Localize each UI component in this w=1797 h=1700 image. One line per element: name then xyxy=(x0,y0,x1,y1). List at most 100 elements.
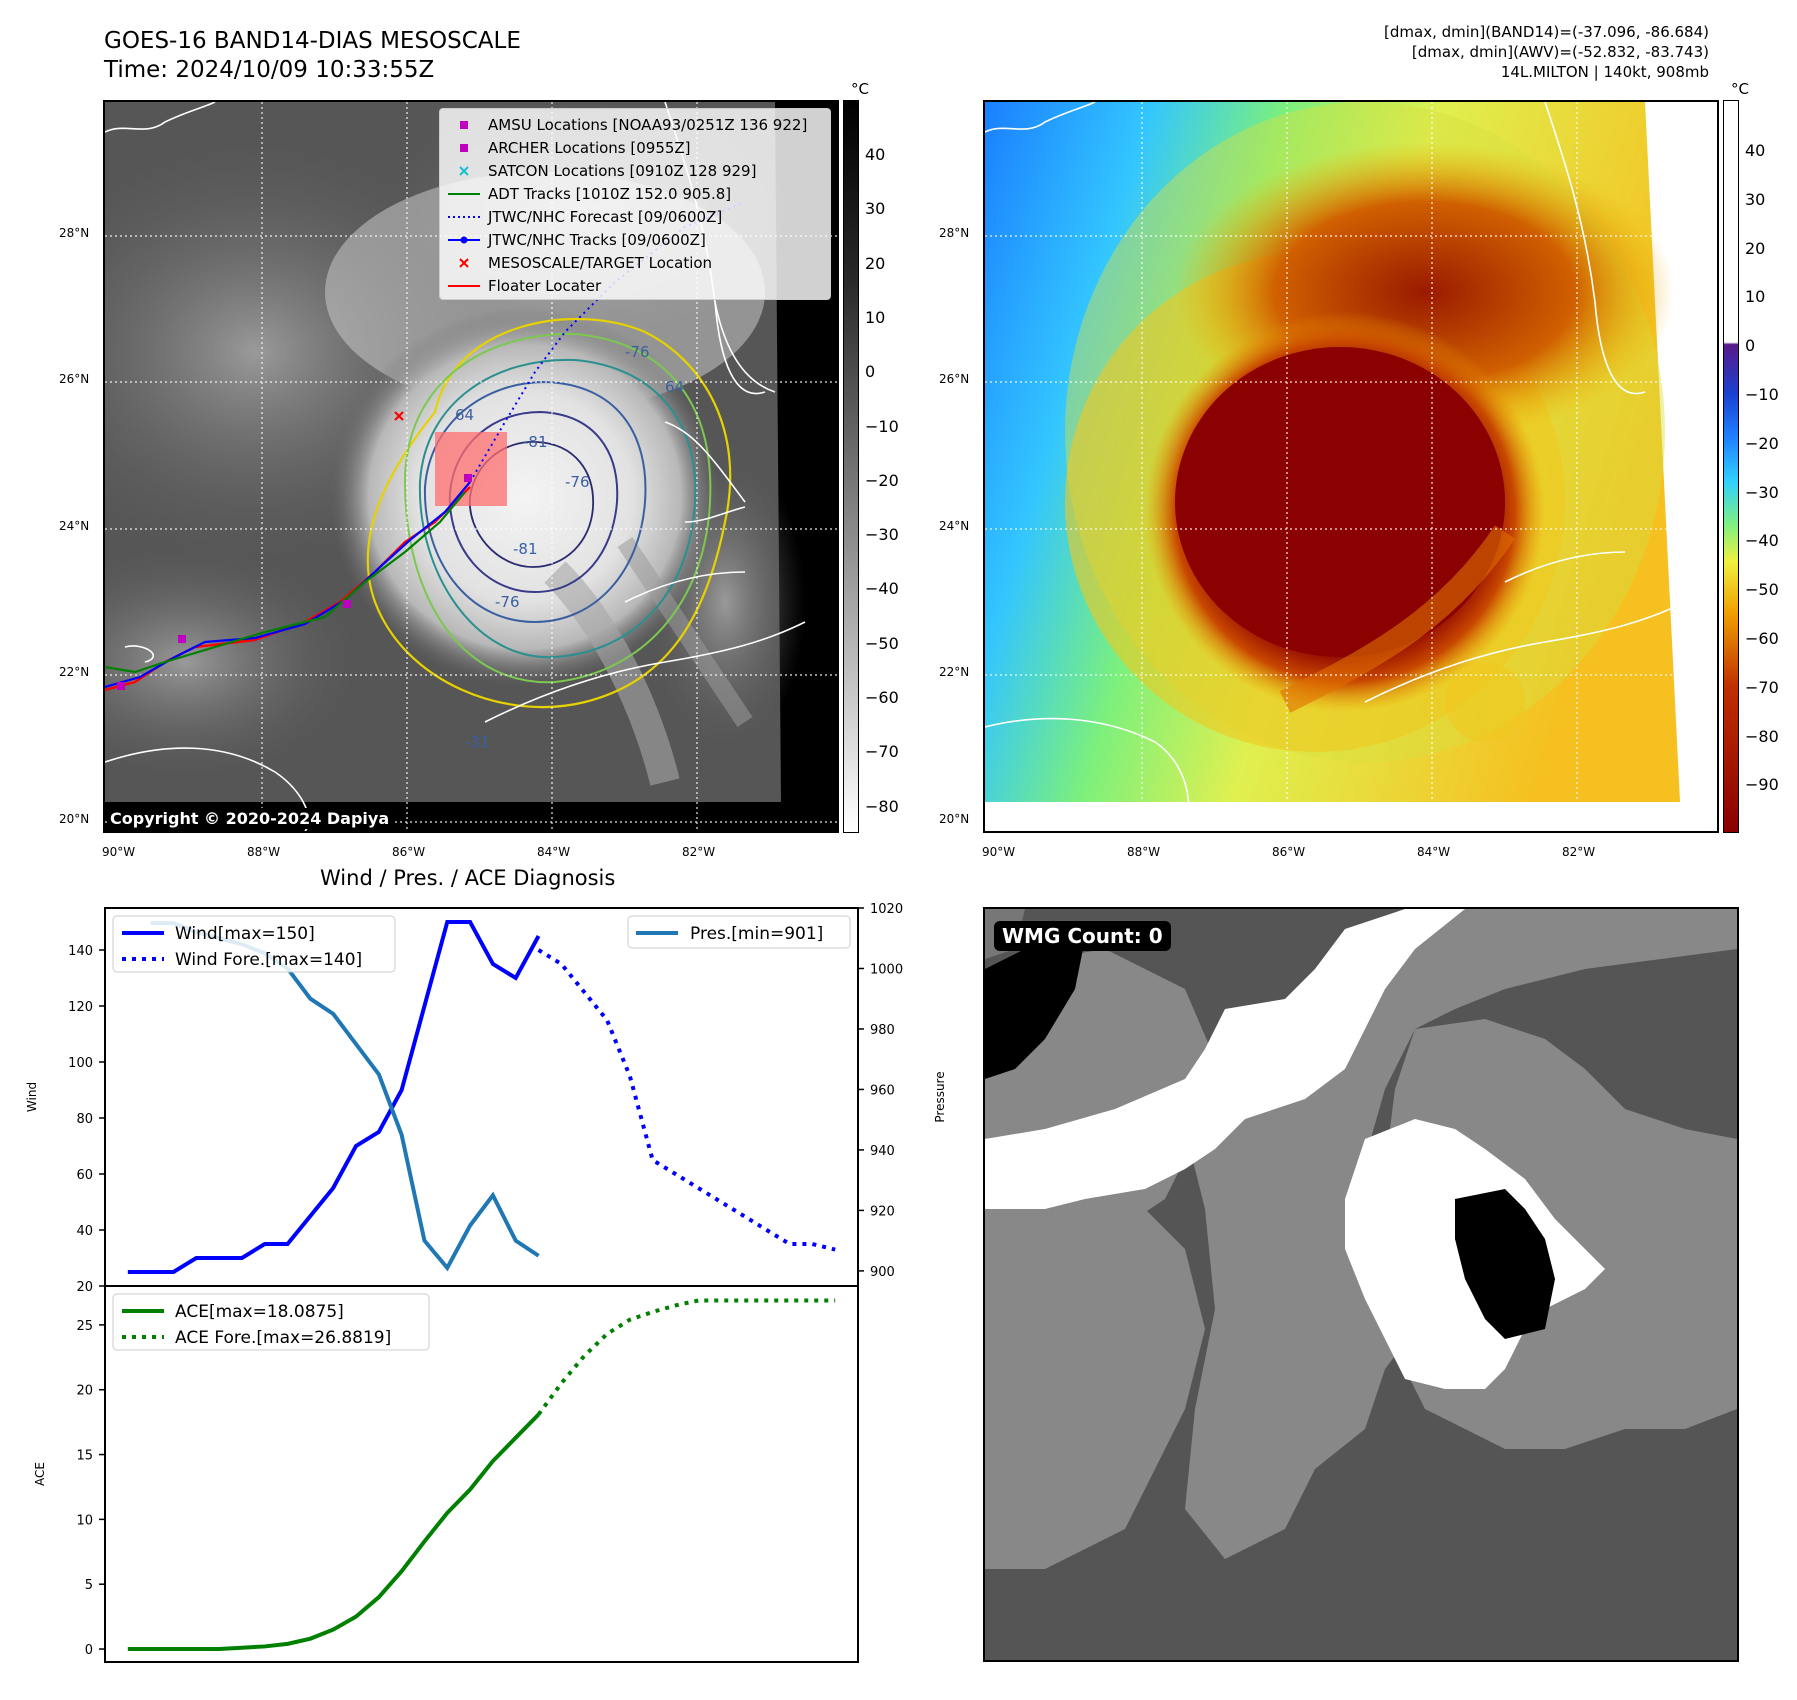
ace-legend-label: ACE[max=18.0875] xyxy=(175,1302,344,1322)
lat-tick-label: 26°N xyxy=(59,372,90,386)
colorbar-tick-label: −40 xyxy=(1745,531,1779,551)
lon-tick-label: 90°W xyxy=(982,845,1016,859)
lat-tick-label: 24°N xyxy=(59,519,90,533)
lon-tick-label: 82°W xyxy=(1562,845,1596,859)
pressure-y-tick-label: 940 xyxy=(870,1144,895,1159)
legend-entry: JTWC/NHC Forecast [09/0600Z] xyxy=(446,205,807,228)
lon-tick-label: 82°W xyxy=(682,845,716,859)
pressure-y-tick-label: 960 xyxy=(870,1083,895,1098)
diagnosis-chart: 2040608010012014090092094096098010001020… xyxy=(25,902,947,1663)
legend-entry: MESOSCALE/TARGET Location xyxy=(446,251,807,274)
lat-tick-label: 22°N xyxy=(939,665,970,679)
lat-tick-label: 20°N xyxy=(939,812,970,826)
colorbar-tick-label: −90 xyxy=(1745,775,1779,795)
colorbar-tick-label: −70 xyxy=(865,742,899,762)
legend-label: AMSU Locations [NOAA93/0251Z 136 922] xyxy=(488,115,808,134)
ir-colorbar xyxy=(843,100,859,833)
contour-label: -81 xyxy=(523,433,548,451)
legend-marker-icon xyxy=(448,192,480,195)
contour-label: -31 xyxy=(465,733,490,751)
legend-label: ARCHER Locations [0955Z] xyxy=(488,138,691,157)
pressure-y-tick-label: 920 xyxy=(870,1204,895,1219)
wind-y-axis-label: Wind xyxy=(25,1082,39,1112)
ace-forecast-line xyxy=(536,1298,836,1416)
colorbar-tick-label: −80 xyxy=(865,796,899,816)
colorbar-tick-label: 30 xyxy=(1745,189,1766,209)
ace-y-tick-label: 10 xyxy=(76,1513,93,1528)
lat-tick-label: 28°N xyxy=(939,226,970,240)
colorbar-tick-label: −10 xyxy=(1745,385,1779,404)
wind-legend-box xyxy=(112,915,396,973)
figure-title: GOES-16 BAND14-DIAS MESOSCALE xyxy=(104,28,521,54)
colorbar-tick-label: −10 xyxy=(865,416,899,436)
wv-colorbar-unit: °C xyxy=(1731,80,1749,98)
legend-entry: SATCON Locations [0910Z 128 929] xyxy=(446,159,807,182)
lat-tick-label: 26°N xyxy=(939,372,970,386)
contour-label: -76 xyxy=(625,343,650,361)
colorbar-tick-label: −50 xyxy=(865,633,899,653)
pressure-y-axis-label: Pressure xyxy=(933,1071,947,1122)
wind-y-tick-label: 40 xyxy=(76,1224,93,1239)
ace-legend-box xyxy=(112,1293,430,1351)
figure-time: Time: 2024/10/09 10:33:55Z xyxy=(104,57,435,83)
contour-label: 64 xyxy=(455,406,474,424)
ace-forecast-legend-label: ACE Fore.[max=26.8819] xyxy=(175,1328,391,1348)
wind-y-tick-label: 80 xyxy=(76,1112,93,1127)
pressure-y-tick-label: 1000 xyxy=(870,962,903,977)
contour-label: -76 xyxy=(565,473,590,491)
ir-colorbar-unit: °C xyxy=(851,80,869,98)
ace-axes-frame xyxy=(104,1285,859,1663)
legend-marker-icon xyxy=(448,215,480,218)
ace-y-tick-label: 15 xyxy=(76,1449,93,1464)
legend-entry: AMSU Locations [NOAA93/0251Z 136 922] xyxy=(446,113,807,136)
lat-tick-label: 20°N xyxy=(59,812,90,826)
wind-line xyxy=(127,920,541,1274)
wind-forecast-legend-label: Wind Fore.[max=140] xyxy=(175,950,362,970)
legend-marker-icon xyxy=(448,284,480,287)
colorbar-tick-label: 0 xyxy=(1745,336,1756,356)
lon-tick-label: 90°W xyxy=(102,845,136,859)
info-awv: [dmax, dmin](AWV)=(-52.832, -83.743) xyxy=(1411,43,1709,61)
contour-label: -81 xyxy=(513,540,538,558)
contour-label: -76 xyxy=(495,593,520,611)
legend-label: Floater Locater xyxy=(488,276,602,295)
wv-colorbar xyxy=(1723,100,1739,833)
pressure-y-tick-label: 900 xyxy=(870,1265,895,1280)
pressure-legend: Pres.[min=901] xyxy=(627,915,851,949)
legend-marker-icon xyxy=(460,143,468,152)
legend-marker-icon xyxy=(459,257,469,268)
colorbar-tick-label: −60 xyxy=(865,688,899,707)
legend-marker-icon xyxy=(460,120,468,129)
wmg-image xyxy=(985,909,1737,1660)
legend-label: ADT Tracks [1010Z 152.0 905.8] xyxy=(488,184,732,203)
wind-y-tick-label: 140 xyxy=(68,944,93,959)
lon-tick-label: 88°W xyxy=(1127,845,1161,859)
diagnosis-title: Wind / Pres. / ACE Diagnosis xyxy=(320,866,616,890)
pressure-line xyxy=(150,921,540,1272)
lon-tick-label: 86°W xyxy=(1272,845,1306,859)
wind-y-tick-label: 120 xyxy=(68,1000,93,1015)
lat-tick-label: 28°N xyxy=(59,226,90,240)
ir-panel: 64 64 -76 -76 -81 -81 -76 -31 AMSU Locat… xyxy=(103,100,839,833)
wmg-count-badge: WMG Count: 0 xyxy=(994,921,1171,951)
colorbar-tick-label: −60 xyxy=(1745,629,1779,648)
wind-y-tick-label: 100 xyxy=(68,1056,93,1071)
colorbar-tick-label: 0 xyxy=(865,362,876,382)
wind-y-tick-label: 20 xyxy=(76,1280,93,1295)
ace-y-tick-label: 25 xyxy=(76,1319,93,1334)
legend-entry: ADT Tracks [1010Z 152.0 905.8] xyxy=(446,182,807,205)
colorbar-tick-label: −50 xyxy=(1745,580,1779,600)
lon-tick-label: 84°W xyxy=(1417,845,1451,859)
legend-entry: ARCHER Locations [0955Z] xyxy=(446,136,807,159)
legend-label: JTWC/NHC Forecast [09/0600Z] xyxy=(488,207,723,226)
wv-image xyxy=(985,102,1717,831)
ace-y-axis-label: ACE xyxy=(33,1462,47,1486)
wmg-panel: WMG Count: 0 xyxy=(983,907,1739,1662)
legend-label: SATCON Locations [0910Z 128 929] xyxy=(488,161,757,180)
legend-label: JTWC/NHC Tracks [09/0600Z] xyxy=(488,230,706,249)
colorbar-tick-label: −20 xyxy=(1745,433,1779,453)
legend-entry: Floater Locater xyxy=(446,274,807,297)
colorbar-tick-label: −70 xyxy=(1745,677,1779,697)
wv-panel xyxy=(983,100,1719,833)
